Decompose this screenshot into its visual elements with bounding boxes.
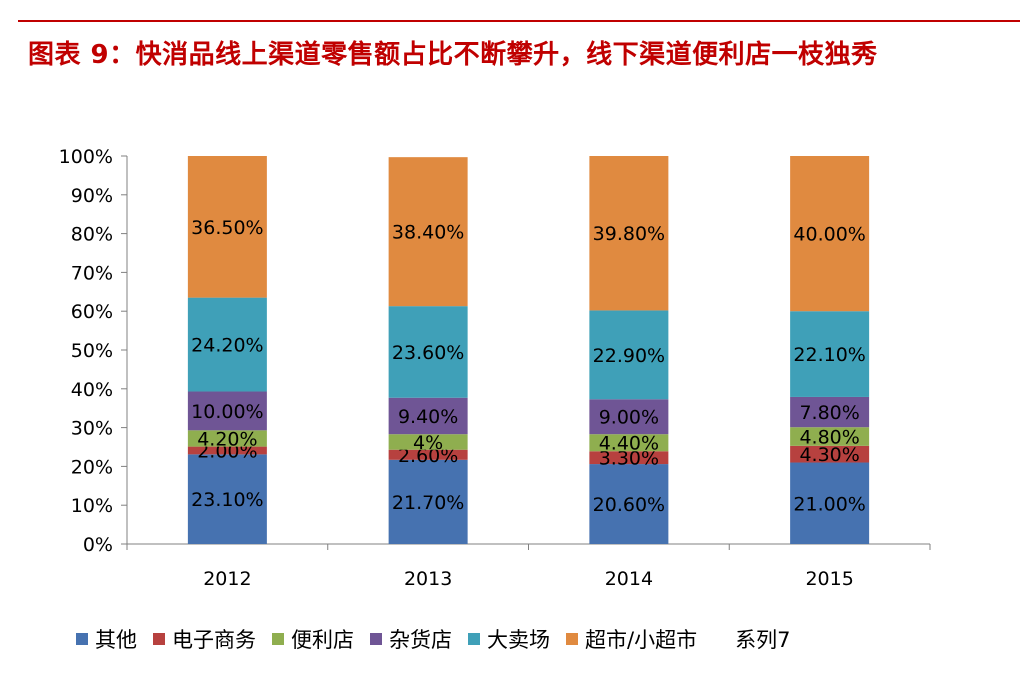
data-label: 23.10% — [191, 489, 263, 511]
bar-segment — [388, 157, 468, 307]
legend-label: 其他 — [95, 628, 137, 652]
data-label: 36.50% — [191, 217, 263, 239]
legend-swatch — [76, 633, 88, 645]
data-label: 20.60% — [593, 494, 665, 516]
bar-segment — [187, 391, 267, 431]
legend-item: 便利店 — [272, 624, 354, 654]
data-label: 4.30% — [799, 444, 859, 466]
data-label: 38.40% — [392, 222, 464, 244]
bar-segment — [790, 311, 870, 397]
bar-segment — [187, 156, 267, 298]
bar-segment — [589, 156, 669, 311]
data-label: 40.00% — [793, 224, 865, 246]
bar-segment — [187, 454, 267, 544]
bar-segment — [790, 396, 870, 428]
y-tick-label: 0% — [83, 534, 113, 556]
bar-segment — [589, 434, 669, 452]
stacked-bar-chart: 0% 10% 20% 30% 40% 50% 60% 70% 80% 90% 100% 23.10% 2… — [59, 146, 931, 590]
bar-segment — [388, 459, 468, 544]
data-label: 9.40% — [398, 406, 458, 428]
bar-segment — [589, 451, 669, 465]
data-label: 3.30% — [599, 448, 659, 470]
y-tick-label: 60% — [71, 301, 113, 323]
data-label: 2.60% — [398, 445, 458, 467]
legend-label: 电子商务 — [172, 628, 256, 652]
legend-label: 便利店 — [291, 628, 354, 652]
y-tick-label: 100% — [59, 146, 113, 168]
legend-swatch — [566, 633, 578, 645]
bar-segment — [790, 445, 870, 463]
legend-item-extra: 系列7 — [735, 624, 790, 654]
legend-label: 大卖场 — [487, 628, 550, 652]
legend-item: 杂货店 — [370, 624, 452, 654]
legend-item: 超市/小超市 — [566, 624, 697, 654]
legend-swatch — [370, 633, 382, 645]
data-label: 21.00% — [793, 493, 865, 515]
legend-item: 其他 — [76, 624, 137, 654]
bar-segment — [388, 434, 468, 450]
legend-label: 系列7 — [735, 628, 791, 652]
x-category-label: 2012 — [203, 568, 251, 590]
bar-segment — [187, 430, 267, 447]
data-label: 10.00% — [191, 401, 263, 423]
x-category-label: 2014 — [605, 568, 653, 590]
y-tick-label: 10% — [71, 495, 113, 517]
x-category-label: 2013 — [404, 568, 452, 590]
data-label: 21.70% — [392, 492, 464, 514]
legend-swatch — [153, 633, 165, 645]
bar-segment — [589, 399, 669, 435]
legend: 其他 电子商务 便利店 杂货店 大卖场 超市/小超市 系列7 — [76, 624, 806, 654]
bar-segment — [388, 397, 468, 435]
y-tick-label: 50% — [71, 340, 113, 362]
bar-segment — [790, 156, 870, 312]
legend-label: 超市/小超市 — [585, 628, 698, 652]
data-label: 22.90% — [593, 345, 665, 367]
data-label: 23.60% — [392, 342, 464, 364]
chart-title: 图表 9：快消品线上渠道零售额占比不断攀升，线下渠道便利店一枝独秀 — [28, 40, 878, 70]
data-label: 39.80% — [593, 223, 665, 245]
data-label: 4.40% — [599, 433, 659, 455]
legend-swatch — [468, 633, 480, 645]
data-label: 7.80% — [799, 402, 859, 424]
legend-swatch — [272, 633, 284, 645]
bar-segment — [388, 449, 468, 460]
bar-segment — [187, 446, 267, 455]
y-tick-label: 80% — [71, 224, 113, 246]
data-label: 9.00% — [599, 407, 659, 429]
legend-label: 杂货店 — [389, 628, 452, 652]
bar-segment — [187, 297, 267, 392]
data-label: 22.10% — [793, 344, 865, 366]
bar-segment — [388, 306, 468, 398]
x-category-label: 2015 — [805, 568, 853, 590]
bar-segment — [790, 462, 870, 544]
bar-segment — [589, 310, 669, 400]
y-tick-label: 20% — [71, 456, 113, 478]
bar-segment — [589, 464, 669, 544]
legend-item: 电子商务 — [153, 624, 256, 654]
y-tick-label: 40% — [71, 379, 113, 401]
data-label: 4% — [413, 432, 443, 454]
y-tick-label: 70% — [71, 262, 113, 284]
title-rule — [18, 20, 1020, 22]
data-label: 4.80% — [799, 427, 859, 449]
bar-segment — [790, 427, 870, 446]
legend-item: 大卖场 — [468, 624, 550, 654]
data-label: 4.20% — [197, 428, 257, 450]
y-tick-label: 30% — [71, 418, 113, 440]
data-label: 24.20% — [191, 335, 263, 357]
y-tick-label: 90% — [71, 185, 113, 207]
